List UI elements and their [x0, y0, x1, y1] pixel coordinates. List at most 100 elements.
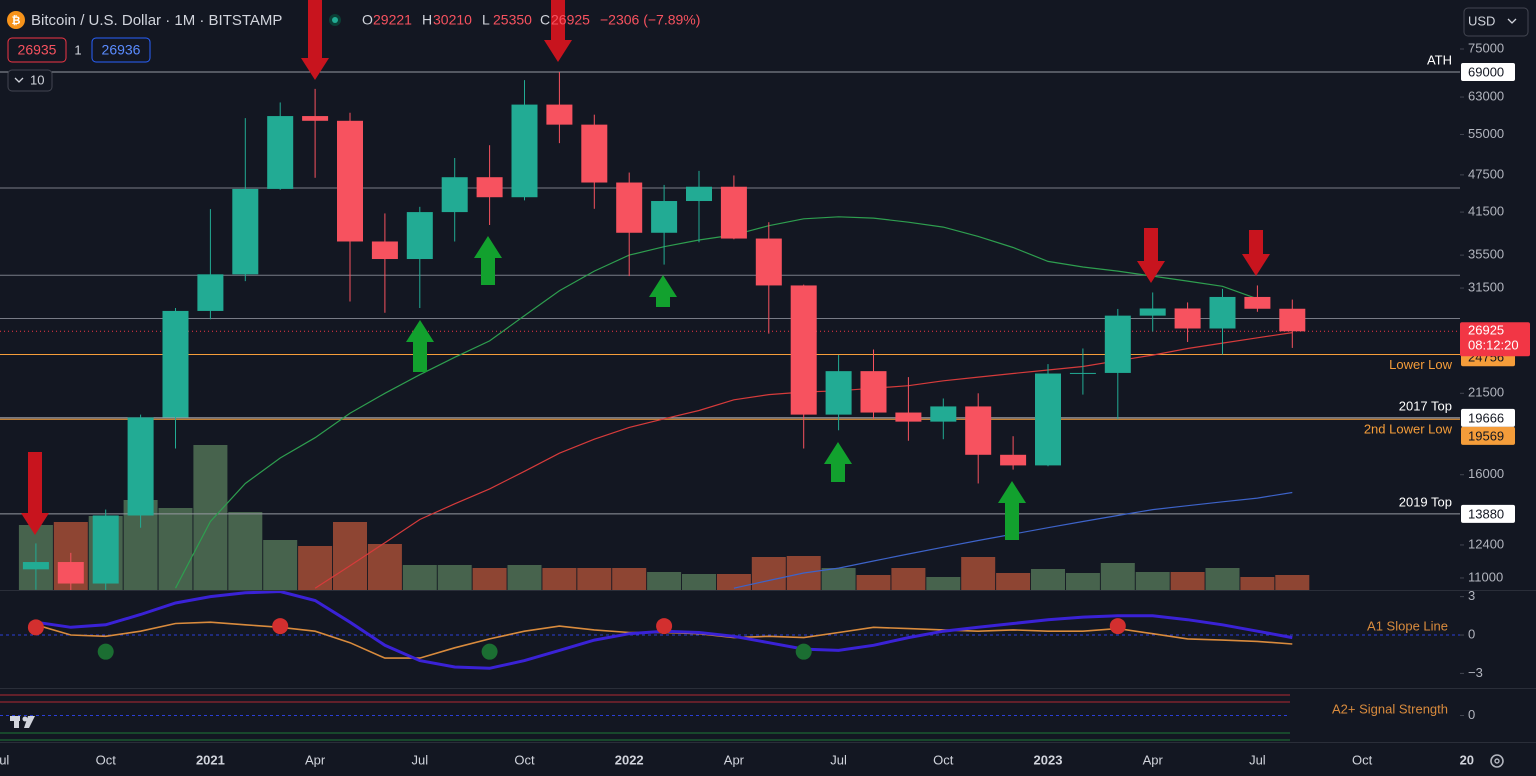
x-tick-label: 20: [1460, 752, 1474, 767]
candle-body: [162, 310, 189, 418]
candle-body: [232, 188, 259, 275]
candle-body: [511, 104, 538, 198]
volume-bar: [821, 568, 856, 590]
overlay: ₿ Bitcoin / U.S. Dollar · 1M · BITSTAMP …: [0, 7, 1536, 768]
x-tick-label: Jul: [1249, 752, 1266, 767]
volume-bar: [1170, 572, 1205, 590]
x-tick-label: Oct: [933, 752, 954, 767]
candle-body: [197, 274, 224, 311]
candle-body: [1209, 296, 1236, 329]
volume-bar: [926, 577, 961, 590]
bitcoin-icon-glyph: ₿: [12, 15, 21, 27]
indicators-count[interactable]: 10: [30, 72, 44, 87]
candle-body: [1069, 372, 1096, 374]
volume-bar: [1100, 563, 1135, 590]
candle-body: [895, 412, 922, 422]
level-price: 69000: [1468, 64, 1504, 79]
ohlc-value: 29221: [373, 12, 412, 28]
x-tick-label: Oct: [1352, 752, 1373, 767]
candle-body: [1174, 308, 1201, 329]
candle-body: [267, 116, 294, 189]
volume-bar: [263, 540, 298, 590]
signal-dot: [656, 618, 673, 635]
sell-button[interactable]: [7, 37, 67, 63]
candle-body: [57, 562, 84, 584]
bitcoin-icon: [7, 11, 25, 29]
annotation-arrow: [824, 442, 852, 482]
countdown: 08:12:20: [1468, 338, 1519, 353]
price-change: −2306 (−7.89%): [600, 12, 700, 28]
buy-price[interactable]: 26936: [102, 42, 141, 58]
candle-body: [337, 120, 363, 242]
level-price: 19569: [1468, 428, 1504, 443]
candle-body: [686, 186, 712, 202]
candle-body: [860, 371, 887, 413]
a1-pane: [0, 591, 1460, 670]
ohlc-value: 25350: [493, 12, 532, 28]
candle-body: [1035, 373, 1061, 466]
tradingview-logo: [10, 716, 35, 728]
last-price-box: [1460, 322, 1530, 357]
x-tick-label: Jul: [0, 752, 9, 767]
settings-icon[interactable]: [1490, 754, 1504, 768]
x-tick-label: 2021: [196, 752, 225, 767]
volume-bar: [1031, 569, 1065, 590]
candle-body: [1244, 296, 1271, 309]
level-label: 2nd Lower Low: [1364, 422, 1453, 437]
y-tick-label: 11000: [1468, 569, 1503, 584]
y-tick-label: 55000: [1468, 126, 1504, 141]
level-label: Lower Low: [1389, 357, 1452, 372]
annotation-arrow: [998, 481, 1026, 540]
y-tick-label: 47500: [1468, 166, 1504, 181]
level-price-box: [1461, 504, 1515, 523]
price-pane: [0, 0, 1460, 590]
y-tick-label: 63000: [1468, 88, 1504, 103]
y-tick-label: 0: [1468, 707, 1475, 722]
logo-part: [22, 716, 28, 722]
candle-body: [441, 177, 468, 213]
candle-body: [1104, 315, 1131, 373]
candle-body: [581, 124, 608, 183]
level-label: ATH: [1427, 52, 1452, 67]
buy-button[interactable]: [91, 37, 151, 63]
candle-body: [755, 238, 782, 286]
y-tick-label: 31500: [1468, 279, 1504, 294]
moving-average: [174, 216, 1258, 589]
settings-icon[interactable]: [1494, 758, 1500, 764]
ohlc-value: 26925: [551, 12, 590, 28]
y-tick-label: 35500: [1468, 247, 1504, 262]
currency-button[interactable]: [1463, 7, 1529, 37]
volume-bar: [367, 544, 402, 590]
a2-title: A2+ Signal Strength: [1332, 701, 1448, 716]
candle-body: [546, 104, 573, 125]
ohlc-value: 30210: [433, 12, 472, 28]
indicators-toggle[interactable]: [7, 69, 53, 92]
market-status-dot: [332, 17, 338, 23]
candle-body: [406, 212, 433, 260]
signal-dot: [481, 643, 498, 660]
level-price: 19666: [1468, 410, 1504, 425]
signal-dot: [1109, 618, 1126, 635]
candle-body: [1000, 454, 1027, 466]
volume-bar: [472, 568, 507, 590]
x-tick-label: Apr: [1143, 752, 1164, 767]
x-tick-label: Jul: [411, 752, 428, 767]
y-tick-label: 3: [1468, 588, 1475, 603]
sell-price[interactable]: 26935: [18, 42, 57, 58]
y-tick-label: 0: [1468, 626, 1475, 641]
candle-body: [302, 116, 329, 121]
currency[interactable]: USD: [1468, 13, 1495, 28]
signal-dot: [27, 619, 44, 636]
volume-bar: [682, 574, 716, 590]
volume-bar: [891, 568, 926, 590]
candle-body: [371, 241, 398, 260]
chevron: [1507, 18, 1517, 24]
volume-bar: [298, 546, 333, 590]
candle-body: [476, 177, 503, 198]
volume-bar: [507, 565, 542, 590]
volume-bar: [333, 522, 367, 590]
candle-body: [22, 562, 49, 570]
